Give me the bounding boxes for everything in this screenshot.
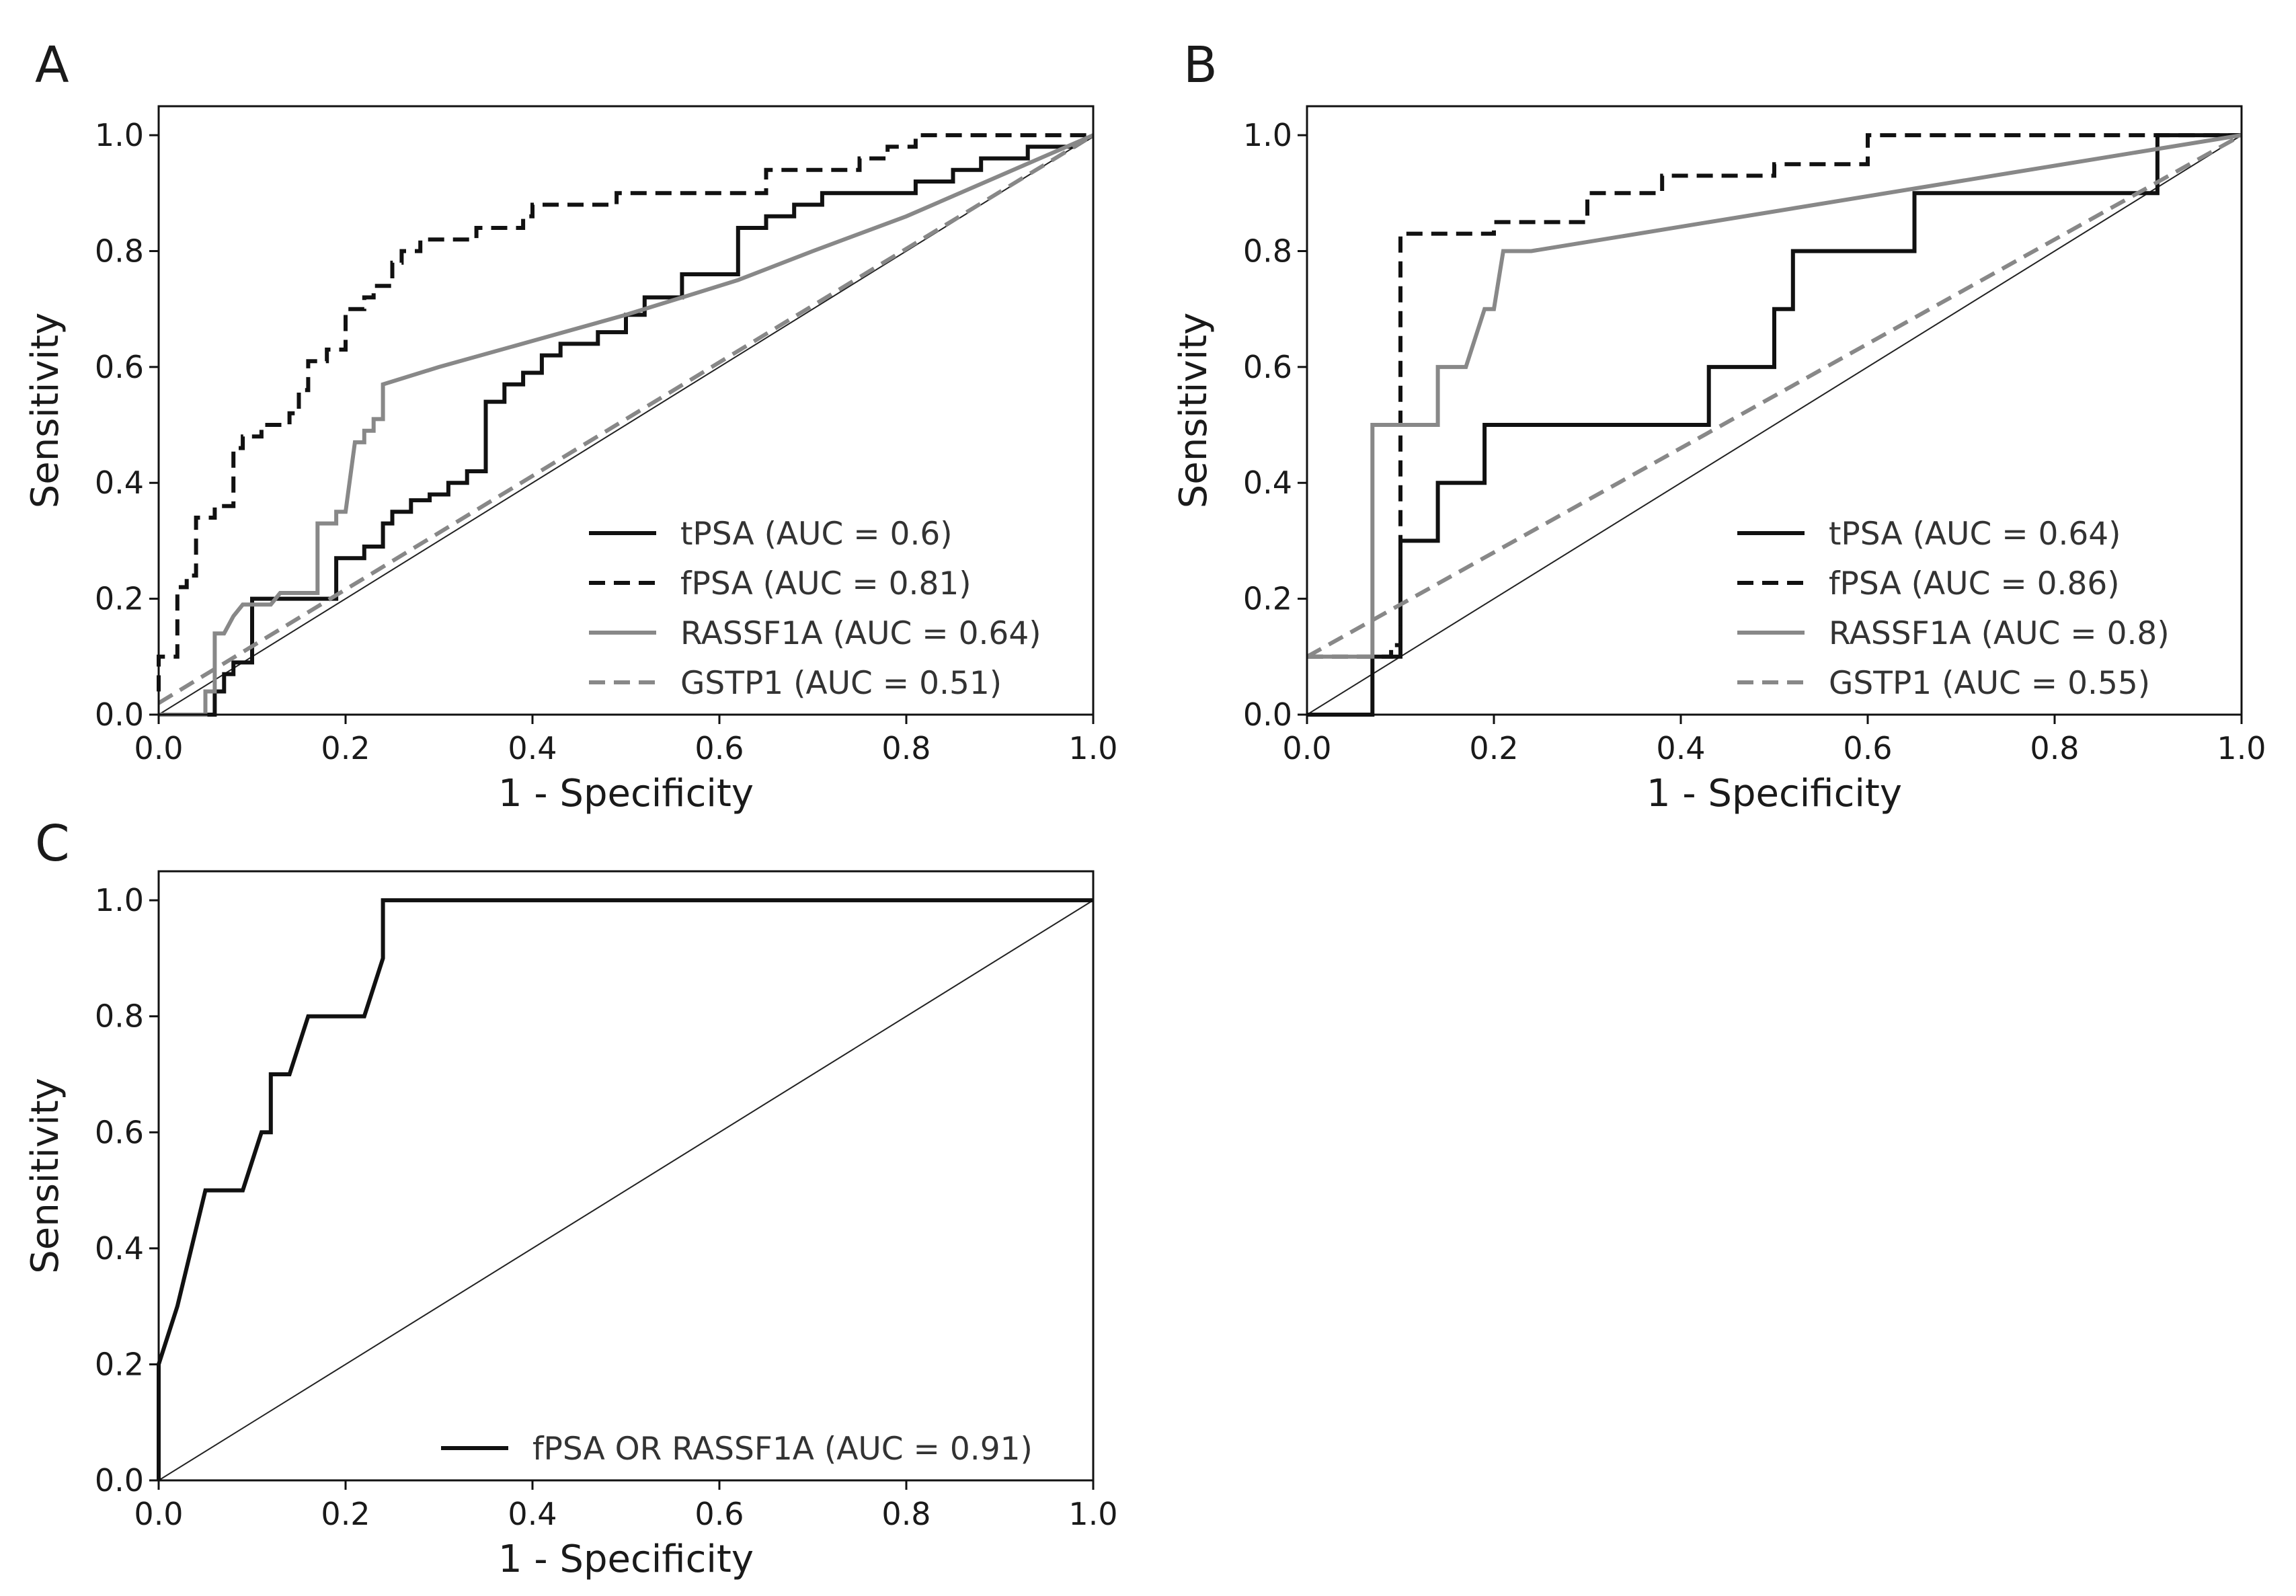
chart1-legend-label-2: RASSF1A (AUC = 0.8): [1829, 615, 2170, 652]
chart0-y-tick-label-0: 0.0: [95, 696, 144, 733]
chart0-legend-label-0: tPSA (AUC = 0.6): [680, 516, 953, 553]
panel-b: B 0.0 0.2 0.4 0.6 0.8 1.0 0.0 0.2 0.4 0.6 0.8 1.0 1 …: [1172, 36, 2266, 815]
chart2-x-tick-label-3: 0.6: [695, 1496, 744, 1532]
chart1-x-tick-label-0: 0.0: [1282, 730, 1331, 766]
chart0-x-tick-label-3: 0.6: [695, 730, 744, 766]
chart2-y-tick-label-1: 0.2: [95, 1346, 144, 1382]
chart2-x-axis-label: 1 - Specificity: [498, 1538, 754, 1581]
chart0-legend-label-3: GSTP1 (AUC = 0.51): [680, 665, 1002, 702]
chart0-x-tick-label-1: 0.2: [321, 730, 370, 766]
chart1-series-2-roc-line: [1307, 133, 2242, 659]
chart2-y-tick-label-5: 1.0: [95, 882, 144, 918]
chart0-y-tick-label-3: 0.6: [95, 349, 144, 385]
chart0-legend-label-2: RASSF1A (AUC = 0.64): [680, 615, 1041, 652]
chart1-y-tick-label-5: 1.0: [1243, 117, 1292, 153]
chart1-series-1-roc-line: [1307, 133, 2242, 659]
chart1-y-axis-label: Sensitivity: [1172, 313, 1216, 509]
chart0-axes-frame: [157, 105, 1095, 716]
chart2-chance-diagonal: [158, 900, 1094, 1481]
chart0-y-tick-label-5: 1.0: [95, 117, 144, 153]
chart1-y-tick-label-2: 0.4: [1243, 465, 1292, 501]
chart2-x-tick-label-0: 0.0: [134, 1496, 183, 1532]
panel-c-plot: 0.0 0.2 0.4 0.6 0.8 1.0 0.0 0.2 0.4 0.6 0.8 1.0 1 - …: [24, 870, 1118, 1581]
chart2-y-tick-label-3: 0.6: [95, 1114, 144, 1150]
chart0-series-1-roc-line: [157, 133, 1093, 692]
panel-a-plot: 0.0 0.2 0.4 0.6 0.8 1.0 0.0 0.2 0.4 0.6 0.8 1.0 1 - …: [24, 105, 1118, 815]
panel-c-letter: C: [35, 815, 70, 873]
chart1-y-tick-label-4: 0.8: [1243, 233, 1292, 269]
chart0-y-tick-label-4: 0.8: [95, 233, 144, 269]
panel-b-plot: 0.0 0.2 0.4 0.6 0.8 1.0 0.0 0.2 0.4 0.6 0.8 1.0 1 - …: [1172, 105, 2266, 815]
chart1-y-tick-label-0: 0.0: [1243, 696, 1292, 733]
chart1-legend-label-0: tPSA (AUC = 0.64): [1829, 516, 2121, 553]
chart1-x-tick-label-3: 0.6: [1843, 730, 1892, 766]
chart1-legend-label-1: fPSA (AUC = 0.86): [1829, 565, 2120, 602]
chart2-y-axis-label: Sensitivity: [24, 1078, 67, 1274]
panel-a-letter: A: [35, 36, 69, 94]
chart2-x-tick-label-5: 1.0: [1068, 1496, 1117, 1532]
chart1-x-tick-label-2: 0.4: [1656, 730, 1705, 766]
panel-c: C 0.0 0.2 0.4 0.6 0.8 1.0 0.0 0.2 0.4 0.6 0.8 1.0 1 …: [24, 815, 1118, 1581]
chart0-y-axis-label: Sensitivity: [24, 313, 67, 509]
panel-a: A 0.0 0.2 0.4 0.6 0.8 1.0 0.0 0.2 0.4 0.6 0.8 1.0 1 …: [24, 36, 1118, 815]
chart1-series-3-roc-line: [1306, 133, 2243, 659]
chart2-x-tick-label-2: 0.4: [508, 1496, 557, 1532]
chart0-y-tick-label-1: 0.2: [95, 581, 144, 617]
chart1-x-tick-label-1: 0.2: [1469, 730, 1518, 766]
chart0-x-tick-label-2: 0.4: [508, 730, 557, 766]
chart1-x-tick-label-5: 1.0: [2217, 730, 2266, 766]
chart2-axes-frame: [157, 870, 1095, 1482]
chart1-legend-label-3: GSTP1 (AUC = 0.55): [1829, 665, 2150, 702]
chart1-chance-diagonal: [1306, 134, 2242, 715]
chart0-x-tick-label-0: 0.0: [134, 730, 183, 766]
chart1-x-tick-label-4: 0.8: [2030, 730, 2079, 766]
chart2-x-tick-label-4: 0.8: [881, 1496, 931, 1532]
chart0-x-axis-label: 1 - Specificity: [498, 772, 754, 815]
panel-b-letter: B: [1183, 36, 1218, 94]
chart2-y-tick-label-0: 0.0: [95, 1462, 144, 1499]
chart2-legend-label-0: fPSA OR RASSF1A (AUC = 0.91): [532, 1431, 1033, 1468]
chart0-x-tick-label-4: 0.8: [881, 730, 931, 766]
chart0-x-tick-label-5: 1.0: [1068, 730, 1117, 766]
chart2-y-tick-label-4: 0.8: [95, 998, 144, 1035]
chart1-y-tick-label-1: 0.2: [1243, 581, 1292, 617]
chart0-series-3-roc-line: [157, 133, 1095, 705]
chart1-axes-frame: [1306, 105, 2243, 716]
chart0-series-2-roc-line: [159, 133, 1095, 717]
chart2-series-0-roc-line: [157, 898, 1093, 1480]
chart2-x-tick-label-1: 0.2: [321, 1496, 370, 1532]
chart0-y-tick-label-2: 0.4: [95, 465, 144, 501]
chart1-y-tick-label-3: 0.6: [1243, 349, 1292, 385]
chart2-y-tick-label-2: 0.4: [95, 1230, 144, 1267]
chart0-legend-label-1: fPSA (AUC = 0.81): [680, 565, 972, 602]
chart1-x-axis-label: 1 - Specificity: [1647, 772, 1902, 815]
